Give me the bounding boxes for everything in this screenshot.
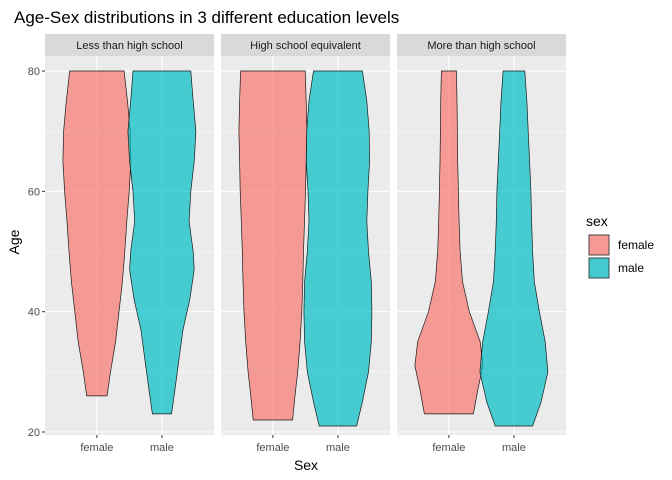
facet-strip-label: More than high school xyxy=(427,40,535,52)
legend: sex female male xyxy=(586,213,654,279)
x-tick-label: male xyxy=(326,442,350,454)
facet-strip xyxy=(397,34,566,56)
x-tick-label: male xyxy=(150,442,174,454)
y-tick-label: 20 xyxy=(28,427,40,439)
facet-panel: High school equivalent female male xyxy=(221,34,390,454)
x-tick-label: female xyxy=(256,442,289,454)
legend-key-female xyxy=(588,234,610,256)
y-tick-label: 60 xyxy=(28,186,40,198)
violin-female xyxy=(238,70,308,421)
y-tick-label: 80 xyxy=(28,66,40,78)
facet-strip xyxy=(45,34,214,56)
legend-title: sex xyxy=(586,213,608,229)
violin-female xyxy=(62,70,132,397)
x-tick-label: male xyxy=(502,442,526,454)
x-tick-label: female xyxy=(432,442,465,454)
facet-strip xyxy=(221,34,390,56)
x-tick-label: female xyxy=(80,442,113,454)
violin-male xyxy=(479,70,549,427)
violin-male xyxy=(127,70,197,415)
facet-panel: More than high school female male xyxy=(397,34,566,454)
legend-key-male xyxy=(588,257,610,279)
facet-strip-label: Less than high school xyxy=(76,40,182,52)
y-axis: 20 40 60 80 xyxy=(28,66,45,439)
violin-female xyxy=(414,70,484,415)
violin-male xyxy=(303,70,373,427)
x-axis-title: Sex xyxy=(294,457,318,473)
legend-label: female xyxy=(618,238,654,252)
legend-label: male xyxy=(618,261,644,275)
y-axis-title: Age xyxy=(6,229,22,254)
y-tick-label: 40 xyxy=(28,307,40,319)
facet-strip-label: High school equivalent xyxy=(250,40,361,52)
facet-panel: Less than high school female male xyxy=(45,34,214,454)
chart-title: Age-Sex distributions in 3 different edu… xyxy=(14,8,399,27)
